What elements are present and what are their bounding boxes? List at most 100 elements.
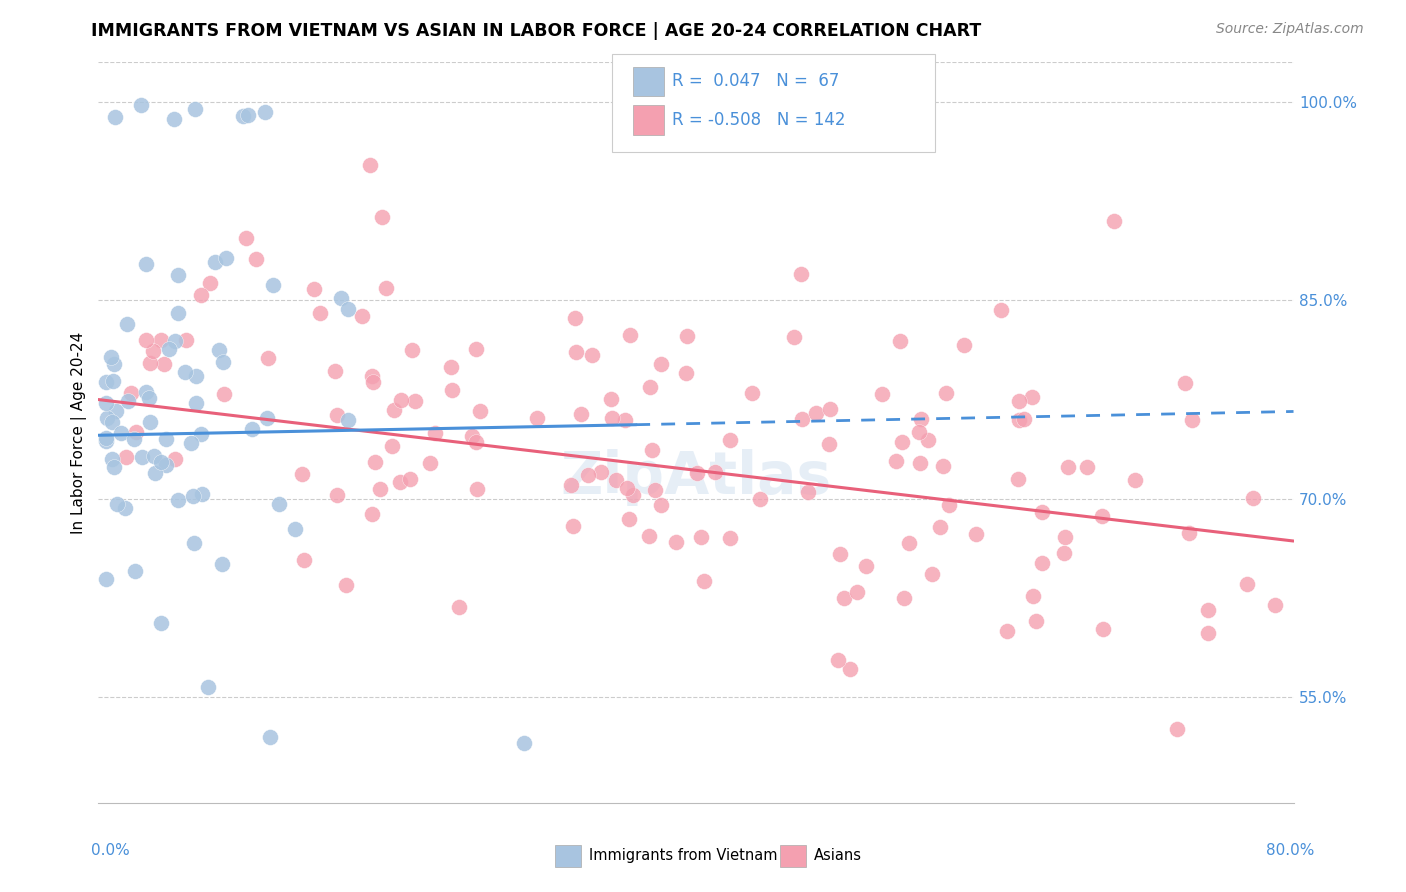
Point (576, 468, 599, 483)
Point (181, 489, 204, 503)
Point (256, 411, 278, 425)
Point (425, 425, 447, 440)
Point (269, 497, 291, 511)
Point (676, 329, 699, 343)
Point (465, 434, 488, 449)
Point (114, 500, 136, 515)
Point (124, 564, 146, 578)
Point (114, 450, 136, 464)
Point (155, 458, 177, 473)
Point (1031, 556, 1053, 570)
Point (94, 432, 117, 446)
Point (236, 108, 259, 122)
Point (889, 334, 911, 349)
Point (309, 306, 332, 320)
Point (94, 572, 117, 586)
Point (418, 456, 440, 470)
Point (204, 255, 226, 269)
Point (650, 357, 672, 371)
Point (167, 306, 190, 320)
Point (855, 558, 877, 573)
Point (797, 485, 820, 500)
Point (1197, 602, 1219, 616)
Point (644, 483, 666, 497)
Point (361, 507, 384, 521)
Point (360, 368, 382, 383)
Point (565, 344, 588, 359)
Point (323, 364, 346, 378)
Point (938, 498, 960, 512)
Point (253, 105, 276, 120)
Point (382, 403, 405, 417)
Point (389, 392, 412, 407)
Point (741, 386, 763, 401)
Point (689, 530, 711, 544)
Point (621, 488, 644, 502)
Point (591, 465, 613, 479)
Point (166, 493, 188, 508)
Point (619, 328, 641, 343)
Text: R =  0.047   N =  67: R = 0.047 N = 67 (672, 72, 839, 90)
Point (364, 455, 387, 469)
Point (465, 483, 488, 497)
Point (142, 343, 165, 358)
Point (1236, 577, 1258, 591)
Point (641, 442, 664, 457)
Point (152, 357, 174, 371)
Point (872, 387, 894, 401)
Text: Asians: Asians (814, 848, 862, 863)
Point (101, 452, 124, 467)
Point (326, 488, 349, 502)
Point (1166, 723, 1188, 737)
Point (1264, 599, 1286, 613)
Point (143, 450, 166, 464)
Point (1007, 472, 1029, 486)
Point (650, 498, 672, 512)
Point (94, 375, 117, 389)
Point (440, 359, 463, 374)
Point (600, 411, 623, 425)
Point (749, 492, 772, 507)
Point (117, 394, 139, 409)
Point (995, 624, 1018, 639)
Point (183, 536, 205, 550)
Point (361, 375, 384, 389)
Point (104, 110, 127, 124)
Point (1022, 589, 1045, 603)
Point (336, 413, 359, 427)
Point (449, 600, 471, 615)
Point (150, 615, 173, 630)
Point (929, 520, 952, 534)
Point (302, 282, 325, 296)
Point (388, 475, 411, 489)
Point (790, 412, 813, 426)
Point (1054, 530, 1077, 544)
Point (908, 456, 931, 470)
Point (184, 103, 207, 117)
Point (129, 98, 152, 112)
Text: 80.0%: 80.0% (1267, 843, 1315, 858)
Point (292, 553, 315, 567)
Point (704, 466, 727, 480)
Point (718, 433, 741, 447)
Point (1091, 509, 1114, 524)
Point (921, 567, 943, 582)
Point (1104, 214, 1126, 228)
Point (115, 318, 138, 332)
Point (441, 384, 464, 398)
Point (94, 396, 117, 410)
Point (1012, 412, 1035, 426)
Point (359, 158, 381, 172)
Point (94, 434, 117, 448)
Point (197, 680, 219, 694)
Point (105, 497, 128, 511)
Point (381, 439, 404, 453)
Point (401, 343, 423, 357)
Point (932, 458, 955, 473)
Point (110, 426, 132, 441)
Point (103, 459, 125, 474)
Point (569, 408, 592, 422)
Point (806, 406, 828, 420)
Point (783, 329, 806, 343)
Point (513, 736, 536, 750)
